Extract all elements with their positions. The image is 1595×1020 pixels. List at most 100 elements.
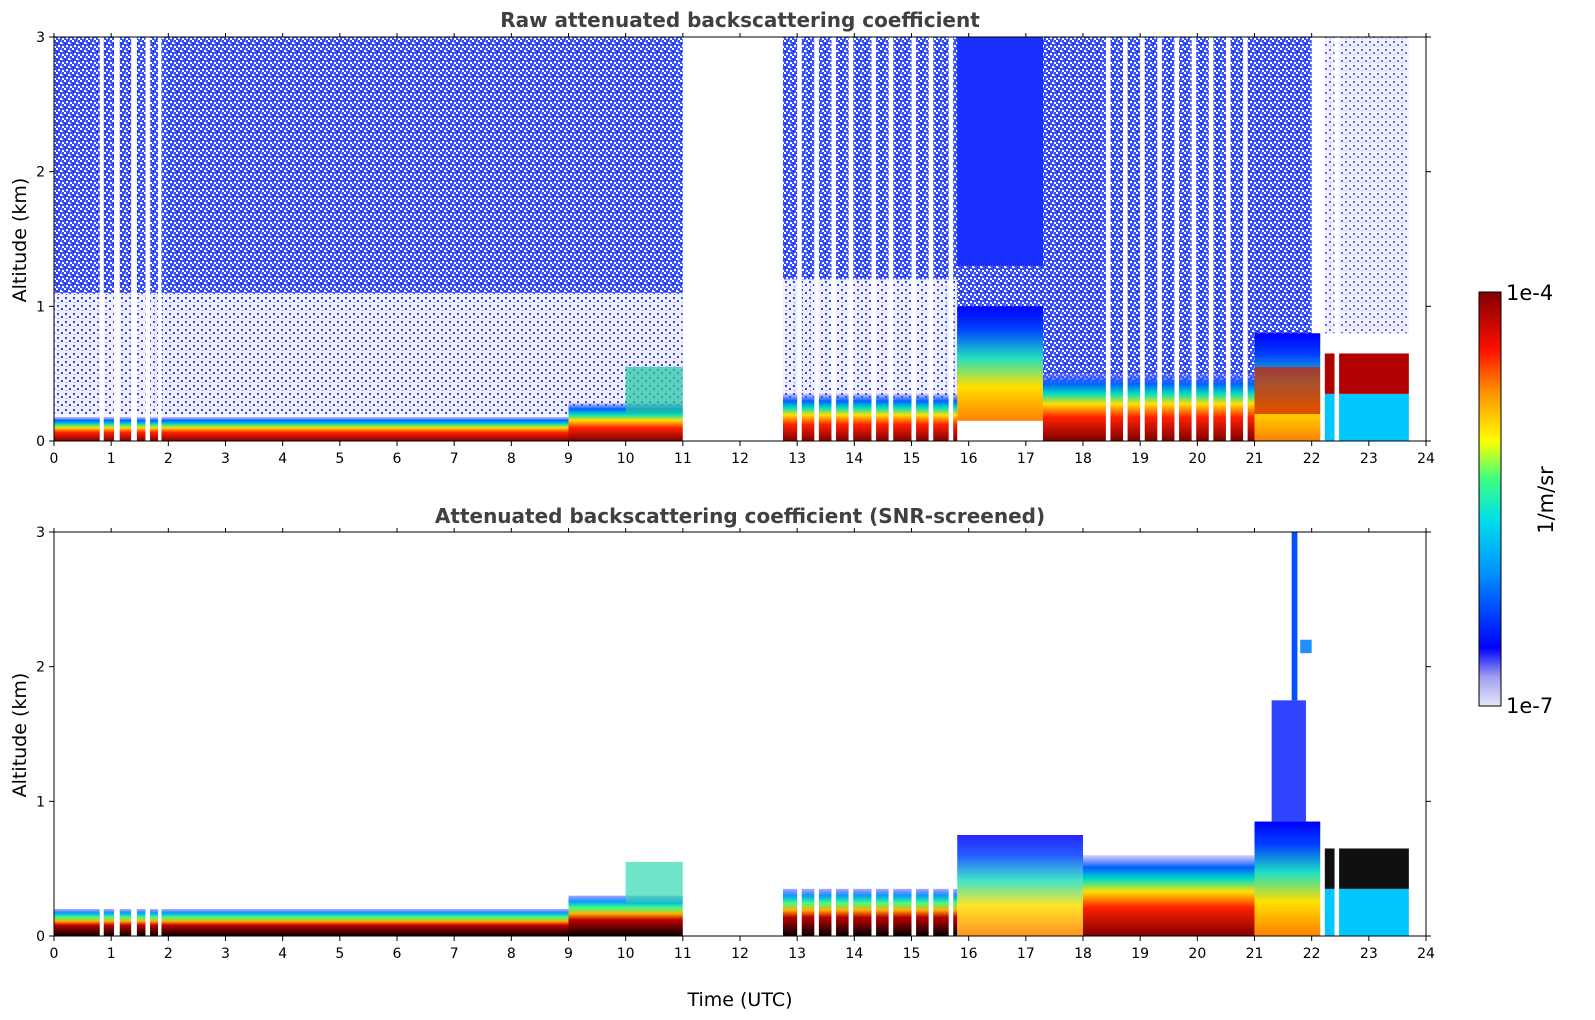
dense-noise-block xyxy=(957,37,1043,266)
data-gap-stripe xyxy=(848,532,854,936)
x-tick-label: 16 xyxy=(960,946,978,962)
top-heatmap-panel: 0 1 2 3 4 5 6 7 8 9 10 11 12 13 14 15 16 17 18 19 20 21 22 23 24… xyxy=(36,30,1435,467)
x-tick-label: 15 xyxy=(903,451,921,467)
data-gap-stripe xyxy=(814,532,819,936)
bottom-y-axis-label: Altitude (km) xyxy=(9,673,31,798)
data-gap-stripe xyxy=(1105,37,1111,441)
data-gap xyxy=(158,532,162,936)
data-gap-stripe xyxy=(888,532,894,936)
data-gap-stripe xyxy=(831,37,837,441)
x-tick-label: 12 xyxy=(731,451,749,467)
x-tick-label: 13 xyxy=(788,451,806,467)
colorbar-gradient xyxy=(1478,291,1502,707)
colorbar-max-label: 1e-4 xyxy=(1506,281,1553,305)
x-tick-label: 3 xyxy=(221,451,230,467)
data-gap xyxy=(131,532,137,936)
data-gap-stripe xyxy=(928,532,934,936)
x-tick-label: 21 xyxy=(1246,946,1264,962)
data-gap-stripe xyxy=(1225,37,1231,441)
surface-layer-afternoon xyxy=(782,393,958,441)
x-tick-label: 9 xyxy=(564,946,573,962)
data-gap-stripe xyxy=(871,532,877,936)
x-tick-label: 1 xyxy=(107,946,116,962)
layer-growth-10h xyxy=(625,366,683,415)
data-gap-stripe xyxy=(1191,37,1197,441)
top-x-ticks: 0 1 2 3 4 5 6 7 8 9 10 11 12 13 14 15 16 17 18 19 20 21 22 23 24 xyxy=(50,33,1435,467)
x-tick-label: 17 xyxy=(1017,451,1035,467)
data-gap-stripe xyxy=(1208,37,1214,441)
x-tick-label: 8 xyxy=(507,946,516,962)
screened-cloud-patch xyxy=(1300,639,1312,654)
x-tick-label: 19 xyxy=(1131,946,1149,962)
x-tick-label: 6 xyxy=(393,451,402,467)
x-tick-label: 14 xyxy=(845,451,863,467)
bottom-y-ticks: 0 1 2 3 xyxy=(36,525,1431,945)
data-gap-stripe xyxy=(871,37,877,441)
data-gap-stripe xyxy=(948,37,954,441)
x-tick-label: 22 xyxy=(1303,946,1321,962)
screened-aerosol-16h xyxy=(957,835,1083,936)
x-axis-label: Time (UTC) xyxy=(686,989,792,1011)
x-tick-label: 5 xyxy=(335,451,344,467)
data-gap-stripe xyxy=(831,532,837,936)
x-tick-label: 20 xyxy=(1188,451,1206,467)
bottom-heatmap-image xyxy=(54,532,1409,936)
x-tick-label: 12 xyxy=(731,946,749,962)
x-tick-label: 20 xyxy=(1188,946,1206,962)
data-gap-stripe xyxy=(1243,37,1248,441)
x-tick-label: 24 xyxy=(1417,946,1435,962)
screened-layer-18h xyxy=(1083,855,1255,936)
screened-layer-21h xyxy=(1254,821,1324,936)
data-gap-stripe xyxy=(888,37,894,441)
x-tick-label: 0 xyxy=(50,451,59,467)
x-tick-label: 18 xyxy=(1074,451,1092,467)
x-tick-label: 18 xyxy=(1074,946,1092,962)
data-gap xyxy=(158,37,162,441)
data-gap xyxy=(114,37,120,441)
screened-surface-afternoon xyxy=(782,888,958,936)
y-tick-label: 2 xyxy=(36,165,45,181)
x-tick-label: 14 xyxy=(845,946,863,962)
aerosol-layer-block xyxy=(957,306,1043,421)
data-gap xyxy=(145,37,151,441)
x-tick-label: 8 xyxy=(507,451,516,467)
x-tick-label: 3 xyxy=(221,946,230,962)
x-tick-label: 6 xyxy=(393,946,402,962)
x-tick-label: 9 xyxy=(564,451,573,467)
y-tick-label: 1 xyxy=(36,794,45,810)
x-tick-label: 17 xyxy=(1017,946,1035,962)
x-tick-label: 4 xyxy=(278,451,287,467)
y-tick-label: 0 xyxy=(36,929,45,945)
x-tick-label: 1 xyxy=(107,451,116,467)
data-gap-stripe xyxy=(911,37,917,441)
data-gap-stripe xyxy=(848,37,854,441)
x-tick-label: 11 xyxy=(674,946,692,962)
data-gap xyxy=(99,37,104,441)
x-tick-label: 7 xyxy=(450,451,459,467)
y-tick-label: 1 xyxy=(36,299,45,315)
x-tick-label: 23 xyxy=(1360,451,1378,467)
layer-21h-core xyxy=(1254,366,1324,415)
data-gap xyxy=(114,532,120,936)
data-gap xyxy=(131,37,137,441)
top-y-axis-label: Altitude (km) xyxy=(9,178,31,303)
top-y-ticks: 0 1 2 3 xyxy=(36,30,1431,450)
data-gap-stripe xyxy=(1157,37,1162,441)
bottom-panel-title: Attenuated backscattering coefficient (S… xyxy=(435,504,1045,528)
data-gap-stripe xyxy=(911,532,917,936)
x-tick-label: 5 xyxy=(335,946,344,962)
x-tick-label: 23 xyxy=(1360,946,1378,962)
x-tick-label: 0 xyxy=(50,946,59,962)
data-gap-stripe xyxy=(928,37,934,441)
x-tick-label: 11 xyxy=(674,451,692,467)
top-panel-title: Raw attenuated backscattering coefficien… xyxy=(500,8,980,32)
data-gap xyxy=(682,37,783,441)
bottom-x-ticks: 0 1 2 3 4 5 6 7 8 9 10 11 12 13 14 15 16 17 18 19 20 21 22 23 24 xyxy=(50,528,1435,962)
x-tick-label: 4 xyxy=(278,946,287,962)
x-tick-label: 7 xyxy=(450,946,459,962)
data-gap-stripe xyxy=(797,532,802,936)
screened-cloud-top xyxy=(1291,532,1298,701)
data-gap-stripe xyxy=(1174,37,1180,441)
layer-late-afternoon xyxy=(1042,373,1255,441)
